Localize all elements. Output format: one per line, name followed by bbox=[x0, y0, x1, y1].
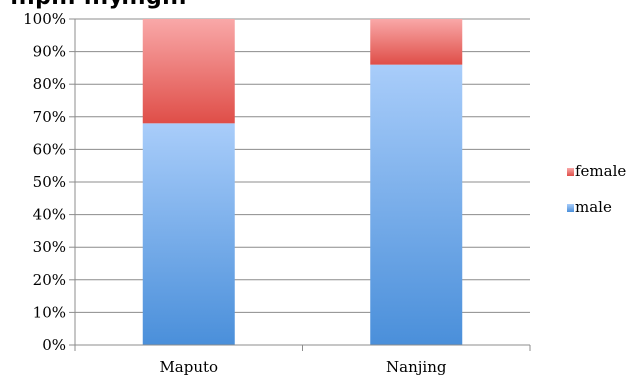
bar-segment-male-maputo bbox=[142, 123, 235, 345]
y-tick-label: 80% bbox=[33, 75, 66, 93]
bar-segment-female-maputo bbox=[142, 19, 235, 124]
y-tick-label: 20% bbox=[33, 271, 66, 289]
bar-segment-female-nanjing bbox=[370, 19, 463, 65]
y-tick-label: 70% bbox=[33, 108, 66, 126]
y-tick-label: 40% bbox=[33, 206, 66, 224]
x-tick-label: Maputo bbox=[159, 358, 218, 376]
y-tick-label: 100% bbox=[23, 10, 66, 28]
y-tick-label: 60% bbox=[33, 140, 66, 158]
y-axis-tick-labels: 0% 10% 20% 30% 40% 50% 60% 70% 80% 90% 100% bbox=[23, 10, 66, 354]
legend-swatch-female bbox=[567, 168, 574, 176]
y-tick-label: 30% bbox=[33, 238, 66, 256]
x-axis-tick-labels: Maputo Nanjing bbox=[159, 358, 446, 376]
axes bbox=[69, 18, 531, 351]
legend: female male bbox=[567, 162, 626, 216]
bars bbox=[142, 19, 463, 345]
y-tick-label: 0% bbox=[42, 336, 66, 354]
legend-label-female: female bbox=[575, 162, 626, 180]
x-tick-label: Nanjing bbox=[386, 358, 447, 376]
legend-label-male: male bbox=[575, 198, 612, 216]
y-tick-label: 90% bbox=[33, 43, 66, 61]
y-tick-label: 10% bbox=[33, 303, 66, 321]
chart-title: ...p... ...y...g... bbox=[10, 0, 187, 10]
y-tick-label: 50% bbox=[33, 173, 66, 191]
bar-segment-male-nanjing bbox=[370, 64, 463, 345]
legend-swatch-male bbox=[567, 204, 574, 212]
